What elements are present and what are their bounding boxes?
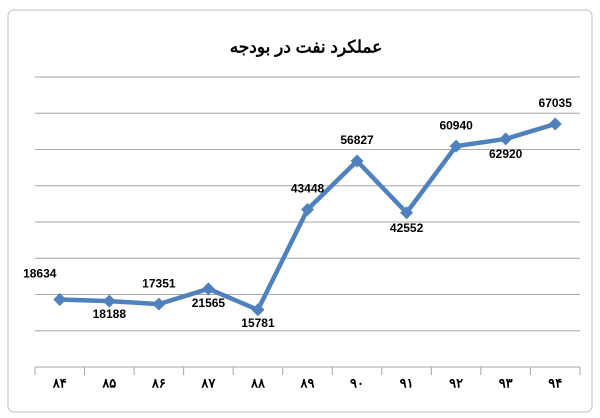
x-tick-label: ۸۴ xyxy=(52,375,67,390)
data-marker xyxy=(548,117,562,131)
data-label: 43448 xyxy=(291,182,325,196)
data-marker xyxy=(53,292,67,306)
x-tick-label: ۹۳ xyxy=(499,375,513,390)
data-label: 62920 xyxy=(489,147,523,161)
data-label: 67035 xyxy=(539,96,573,110)
x-tick-label: ۸۸ xyxy=(250,375,266,390)
x-tick-label: ۹۴ xyxy=(548,375,562,390)
data-marker xyxy=(499,132,513,146)
chart-title: عملکرد نفت در بودجه xyxy=(230,37,383,57)
data-label: 18188 xyxy=(93,307,127,321)
chart-frame xyxy=(7,9,593,413)
data-marker xyxy=(201,282,215,296)
data-label: 17351 xyxy=(142,276,176,290)
x-tick-label: ۸۶ xyxy=(151,375,166,390)
x-tick-label: ۸۹ xyxy=(300,375,315,390)
x-tick-label: ۹۰ xyxy=(350,375,364,390)
data-marker xyxy=(449,139,463,153)
data-label: 42552 xyxy=(390,221,424,235)
x-tick-label: ۸۵ xyxy=(101,375,116,390)
data-label: 15781 xyxy=(241,316,275,330)
data-marker xyxy=(251,303,265,317)
data-label: 21565 xyxy=(192,296,226,310)
data-marker xyxy=(350,154,364,168)
data-marker xyxy=(102,294,116,308)
data-marker xyxy=(400,206,414,220)
x-tick-label: ۸۷ xyxy=(200,375,216,390)
data-label: 18634 xyxy=(23,267,57,281)
data-label: 56827 xyxy=(340,133,374,147)
data-marker xyxy=(301,203,314,217)
x-tick-label: ۹۱ xyxy=(400,375,414,390)
data-marker xyxy=(152,297,166,311)
data-label: 60940 xyxy=(439,118,473,132)
x-tick-label: ۹۲ xyxy=(449,375,463,390)
